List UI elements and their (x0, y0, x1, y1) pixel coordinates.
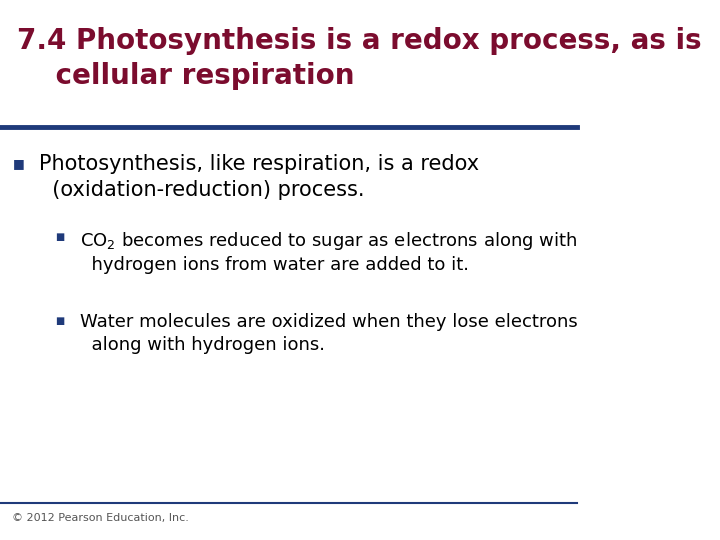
Text: ■: ■ (13, 157, 24, 170)
Text: 7.4 Photosynthesis is a redox process, as is
    cellular respiration: 7.4 Photosynthesis is a redox process, a… (17, 27, 702, 90)
Text: ■: ■ (55, 232, 64, 242)
Text: CO$_2$ becomes reduced to sugar as electrons along with
  hydrogen ions from wat: CO$_2$ becomes reduced to sugar as elect… (80, 230, 577, 274)
Text: © 2012 Pearson Education, Inc.: © 2012 Pearson Education, Inc. (12, 513, 189, 523)
Text: Water molecules are oxidized when they lose electrons
  along with hydrogen ions: Water molecules are oxidized when they l… (80, 313, 577, 354)
Text: ■: ■ (55, 316, 64, 326)
Text: Photosynthesis, like respiration, is a redox
  (oxidation-reduction) process.: Photosynthesis, like respiration, is a r… (39, 154, 480, 199)
